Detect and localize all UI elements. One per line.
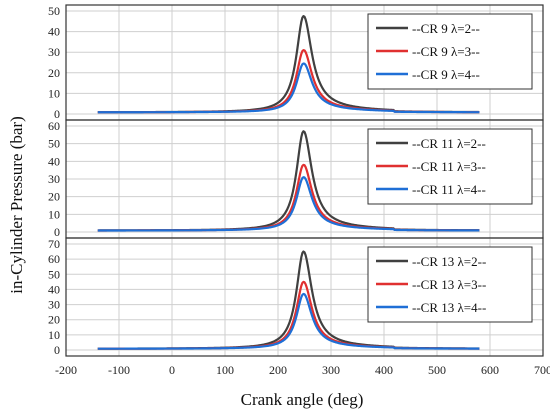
x-tick-label: 700 [534, 363, 550, 377]
legend-label: --CR 9 λ=3-- [412, 44, 480, 59]
x-tick-label: -200 [55, 363, 77, 377]
y-tick-label: 50 [48, 4, 60, 18]
y-tick-label: 20 [48, 313, 60, 327]
y-axis-title: in-Cylinder Pressure (bar) [7, 116, 26, 294]
series-line-3 [97, 62, 480, 114]
y-tick-label: 30 [48, 172, 60, 186]
y-tick-label: 20 [48, 190, 60, 204]
x-axis: -200 -100 0 100 200 300 400 500 600 700 [55, 363, 550, 377]
legend-label: --CR 13 λ=4-- [412, 300, 486, 315]
legend: --CR 9 λ=2-- --CR 9 λ=3-- --CR 9 λ=4-- [367, 13, 533, 90]
y-tick-label: 0 [54, 343, 60, 357]
y-tick-label: 0 [54, 107, 60, 121]
y-tick-label: 40 [48, 282, 60, 296]
legend-label: --CR 9 λ=2-- [412, 21, 480, 36]
y-tick-label: 10 [48, 328, 60, 342]
legend-label: --CR 13 λ=2-- [412, 254, 486, 269]
y-tick-label: 30 [48, 45, 60, 59]
y-tick-label: 20 [48, 66, 60, 80]
y-tick-label: 10 [48, 207, 60, 221]
legend-label: --CR 11 λ=2-- [412, 136, 486, 151]
y-tick-label: 0 [54, 225, 60, 239]
panel-frame [65, 237, 544, 357]
x-tick-label: 600 [481, 363, 499, 377]
legend-label: --CR 11 λ=4-- [412, 182, 486, 197]
x-axis-title: Crank angle (deg) [241, 390, 364, 409]
x-tick-label: 400 [375, 363, 393, 377]
y-tick-label: 40 [48, 25, 60, 39]
x-tick-label: 0 [169, 363, 175, 377]
y-tick-label: 40 [48, 154, 60, 168]
series-line-3 [97, 176, 480, 232]
y-tick-label: 50 [48, 137, 60, 151]
legend-label: --CR 11 λ=3-- [412, 159, 486, 174]
y-tick-label: 70 [48, 237, 60, 251]
y-tick-label: 30 [48, 298, 60, 312]
x-tick-label: 100 [216, 363, 234, 377]
series-line-3 [97, 292, 480, 350]
y-tick-label: 10 [48, 86, 60, 100]
x-tick-label: -100 [108, 363, 130, 377]
x-tick-label: 500 [428, 363, 446, 377]
legend: --CR 11 λ=2-- --CR 11 λ=3-- --CR 11 λ=4-- [367, 128, 533, 205]
legend: --CR 13 λ=2-- --CR 13 λ=3-- --CR 13 λ=4-- [367, 246, 533, 323]
y-tick-label: 50 [48, 267, 60, 281]
y-tick-label: 60 [48, 119, 60, 133]
y-tick-label: 60 [48, 252, 60, 266]
x-tick-label: 300 [322, 363, 340, 377]
legend-label: --CR 9 λ=4-- [412, 67, 480, 82]
legend-label: --CR 13 λ=3-- [412, 277, 486, 292]
x-tick-label: 200 [269, 363, 287, 377]
